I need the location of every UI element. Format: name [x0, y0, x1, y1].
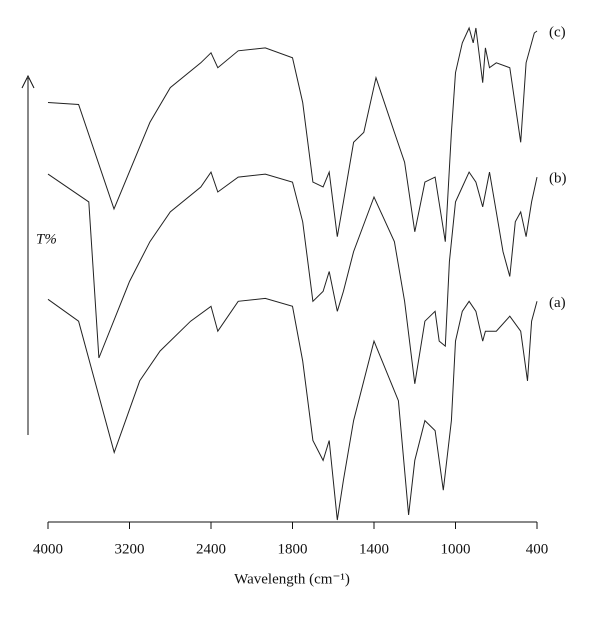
x-axis-label: Wavelength (cm⁻¹) [234, 571, 350, 587]
spectrum-line [47, 26, 538, 242]
spectrum-line [47, 170, 538, 384]
y-axis-label: T% [36, 231, 57, 247]
series-label: (c) [549, 24, 566, 40]
spectrum-line [47, 297, 538, 521]
x-tick-label: 2400 [196, 541, 226, 557]
x-tick-label: 1000 [441, 541, 471, 557]
x-tick-label: 4000 [33, 541, 63, 557]
x-tick-label: 1400 [359, 541, 389, 557]
series-label: (a) [549, 295, 566, 311]
x-tick-label: 3200 [115, 541, 145, 557]
x-tick-label: 1800 [278, 541, 308, 557]
x-tick-label: 400 [526, 541, 549, 557]
arrow-head [21, 74, 35, 89]
series-label: (b) [549, 171, 567, 187]
